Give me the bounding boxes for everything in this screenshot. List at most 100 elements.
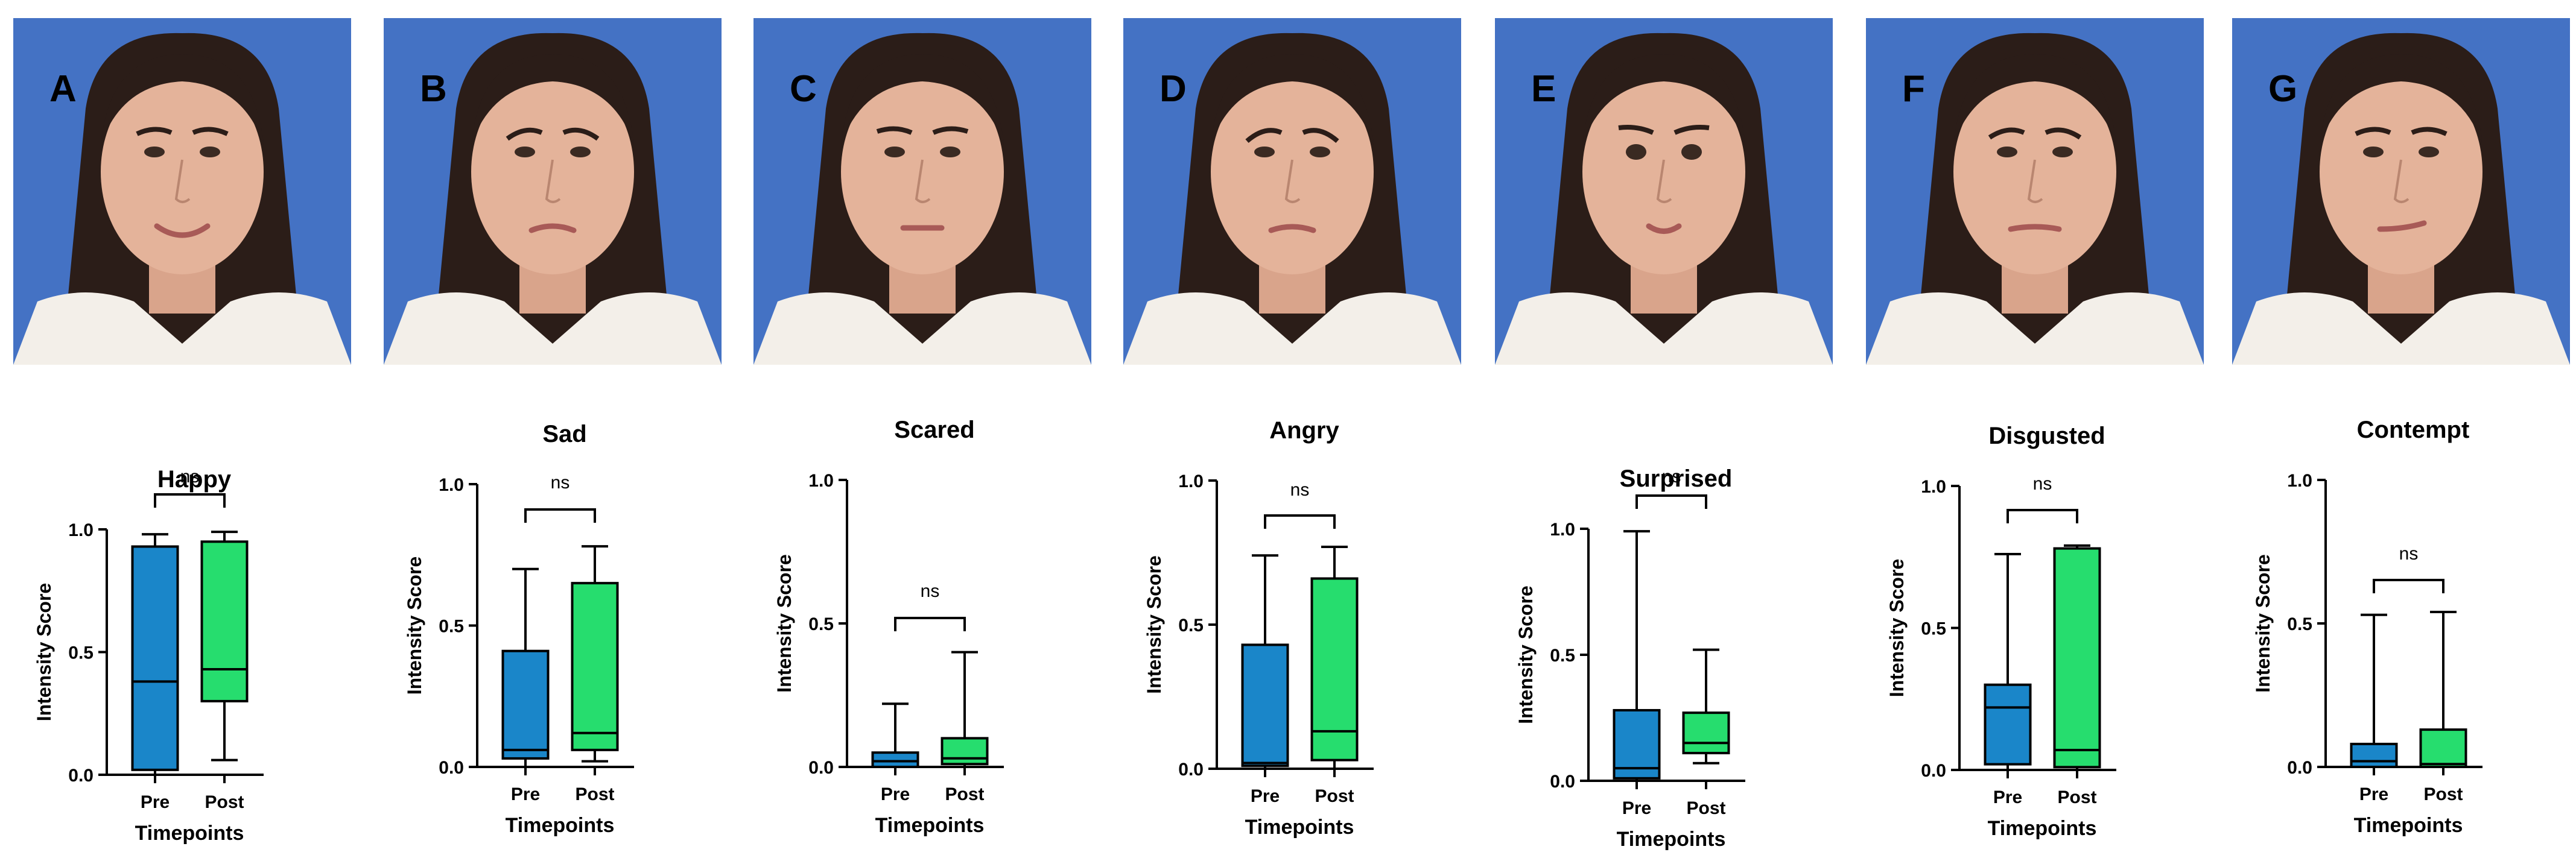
x-tick-label: Post <box>1315 786 1354 806</box>
shirt-shape <box>1123 292 1461 365</box>
y-tick-label: 0.5 <box>808 614 834 634</box>
box-pre <box>1613 530 1661 782</box>
hair-front-shape <box>1953 54 2116 145</box>
iqr-box <box>2350 742 2398 768</box>
significance-bracket <box>154 493 226 508</box>
iqr-box <box>1241 643 1289 768</box>
eyebrow-right <box>1673 125 1710 135</box>
chart-title: Disgusted <box>1988 423 2105 449</box>
iqr-box <box>1984 683 2032 766</box>
y-tick-label: 1.0 <box>808 471 834 491</box>
y-tick-label: 1.0 <box>1921 477 1946 497</box>
significance-bracket <box>894 617 966 631</box>
box-pre <box>501 567 550 768</box>
panel-letter: A <box>49 68 77 110</box>
x-tick-label: Pre <box>1622 798 1651 818</box>
eye-right <box>200 147 220 157</box>
nose-line <box>2027 159 2043 203</box>
eyebrow-left <box>876 126 913 135</box>
hair-front-shape <box>1582 54 1745 145</box>
chart-title: Angry <box>1269 417 1339 444</box>
eye-left <box>2363 147 2384 157</box>
x-tick-label: Pre <box>2359 784 2388 804</box>
mouth-line <box>2008 224 2062 232</box>
significance-label: ns <box>551 473 570 493</box>
significance-bracket <box>2373 579 2444 593</box>
significance-bracket <box>524 508 596 523</box>
iqr-box <box>571 582 619 751</box>
significance-label: ns <box>1290 480 1310 500</box>
iqr-box <box>941 737 989 766</box>
box-post <box>2419 610 2467 768</box>
box-plot: Angry 0.0 0.5 1.0 Intensity Score Pre Post Time… <box>1143 417 1374 839</box>
iqr-box <box>131 545 179 771</box>
panel-letter: B <box>420 68 447 110</box>
panel-letter: D <box>1160 68 1187 110</box>
box-post <box>1682 648 1730 765</box>
y-tick-label: 0.0 <box>1921 761 1946 781</box>
iqr-box <box>501 649 550 760</box>
iqr-box <box>2053 547 2101 769</box>
hair-front-shape <box>841 54 1004 145</box>
box-post <box>1310 545 1359 770</box>
box-pre <box>1984 553 2032 771</box>
y-axis-label: Intensity Score <box>1515 585 1537 724</box>
x-tick-label: Post <box>945 784 984 804</box>
eye-right <box>1310 147 1330 157</box>
face-shape <box>471 69 634 274</box>
y-tick-label: 0.5 <box>2287 614 2312 634</box>
y-tick-label: 0.0 <box>1550 772 1575 792</box>
face-illustration <box>753 33 1091 365</box>
eyebrow-left <box>136 127 173 136</box>
panel-letter: C <box>790 68 817 110</box>
iqr-box <box>1310 577 1359 762</box>
nose-line <box>174 159 191 203</box>
mouth-line <box>154 223 211 238</box>
mouth-line <box>1268 224 1316 233</box>
face-photo: A <box>13 18 351 365</box>
box-plot: Scared 0.0 0.5 1.0 Intensity Score Pre Post Tim… <box>773 417 1004 837</box>
eye-right <box>2419 147 2439 157</box>
x-tick-label: Post <box>2423 784 2463 804</box>
face-photo: G <box>2232 18 2570 365</box>
box-post <box>941 651 989 768</box>
x-axis-label: Timepoints <box>506 814 615 837</box>
shirt-shape <box>13 292 351 365</box>
face-photo: D <box>1123 18 1461 365</box>
y-tick-label: 1.0 <box>2287 471 2312 491</box>
eyebrow-right <box>192 127 229 136</box>
eye-right <box>570 147 591 157</box>
y-tick-label: 0.0 <box>439 758 464 778</box>
iqr-box <box>1613 708 1661 780</box>
y-tick-label: 0.0 <box>808 758 834 778</box>
face-illustration <box>1866 33 2204 365</box>
box-plot: Surprised 0.0 0.5 1.0 Intensity Score Pre Post… <box>1515 465 1745 851</box>
y-axis-label: Intensity Score <box>404 557 425 695</box>
box-pre <box>871 702 919 769</box>
y-tick-label: 0.5 <box>68 643 94 663</box>
significance-bracket <box>2007 509 2078 523</box>
box-post <box>571 545 619 763</box>
panel-letter: F <box>1902 68 1925 110</box>
eye-left <box>144 147 165 157</box>
hair-front-shape <box>2320 54 2482 145</box>
significance-label: ns <box>2033 474 2052 494</box>
y-tick-label: 0.0 <box>1178 760 1204 780</box>
y-axis-label: Intensity Score <box>773 554 795 692</box>
face-photo: F <box>1866 18 2204 365</box>
eyebrow-right <box>932 126 969 135</box>
y-tick-label: 0.5 <box>1921 619 1946 639</box>
eye-left <box>1626 144 1646 160</box>
iqr-box <box>1682 711 1730 755</box>
x-tick-label: Post <box>1686 798 1725 818</box>
panel-letter: E <box>1531 68 1556 110</box>
shirt-shape <box>1495 292 1833 365</box>
face-shape <box>2320 69 2482 274</box>
face-shape <box>1211 69 1374 274</box>
x-tick-label: Pre <box>1251 786 1280 806</box>
y-axis-label: Intensity Score <box>1143 555 1165 693</box>
hair-front-shape <box>101 54 264 145</box>
eye-left <box>884 147 905 157</box>
eye-right <box>1681 144 1702 160</box>
